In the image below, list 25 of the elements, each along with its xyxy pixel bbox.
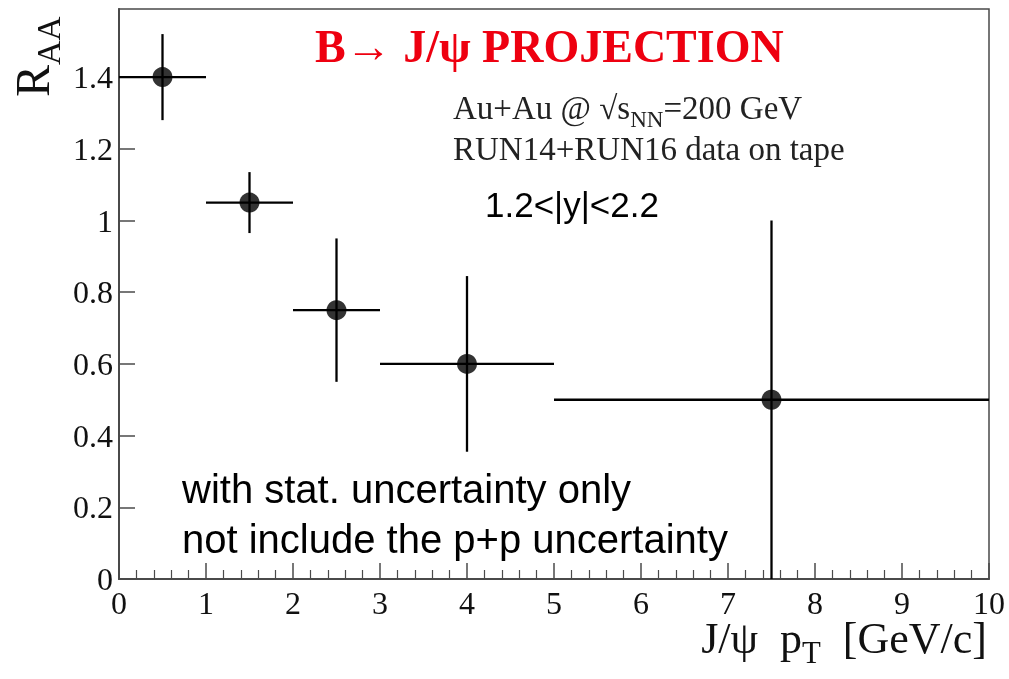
annotation: Au+Au @ √s$_{NN}$=200 GeV <box>453 90 803 132</box>
x-tick-label: 6 <box>633 585 649 621</box>
x-tick-label: 2 <box>285 585 301 621</box>
point <box>239 192 260 213</box>
y-tick-label: 1.2 <box>73 130 113 167</box>
y-tick-label: 0.4 <box>73 417 113 454</box>
point <box>457 353 477 374</box>
x-tick-label: 5 <box>546 585 562 621</box>
x-tick-label: 1 <box>198 585 214 621</box>
annotation: with stat. uncertainty only <box>182 467 632 511</box>
x-tick-label: 4 <box>459 585 475 621</box>
chart-title: B→ J/ψ PROJECTION <box>315 21 784 72</box>
annotation: RUN14+RUN16 data on tape <box>453 131 845 167</box>
point <box>326 300 347 321</box>
y-tick-label: 0 <box>97 561 113 597</box>
y-tick-label: 0.6 <box>73 345 113 382</box>
y-tick-label: 1 <box>97 202 113 239</box>
point <box>761 389 782 410</box>
annotation: not include the p+p uncertainty <box>182 517 728 561</box>
x-tick-label: 3 <box>372 585 388 621</box>
y-tick-label: 0.8 <box>73 274 113 311</box>
annotation: 1.2<|y|<2.2 <box>485 185 659 224</box>
point <box>152 67 173 88</box>
y-tick-label: 1.4 <box>73 59 113 96</box>
y-tick-label: 0.2 <box>73 489 113 526</box>
